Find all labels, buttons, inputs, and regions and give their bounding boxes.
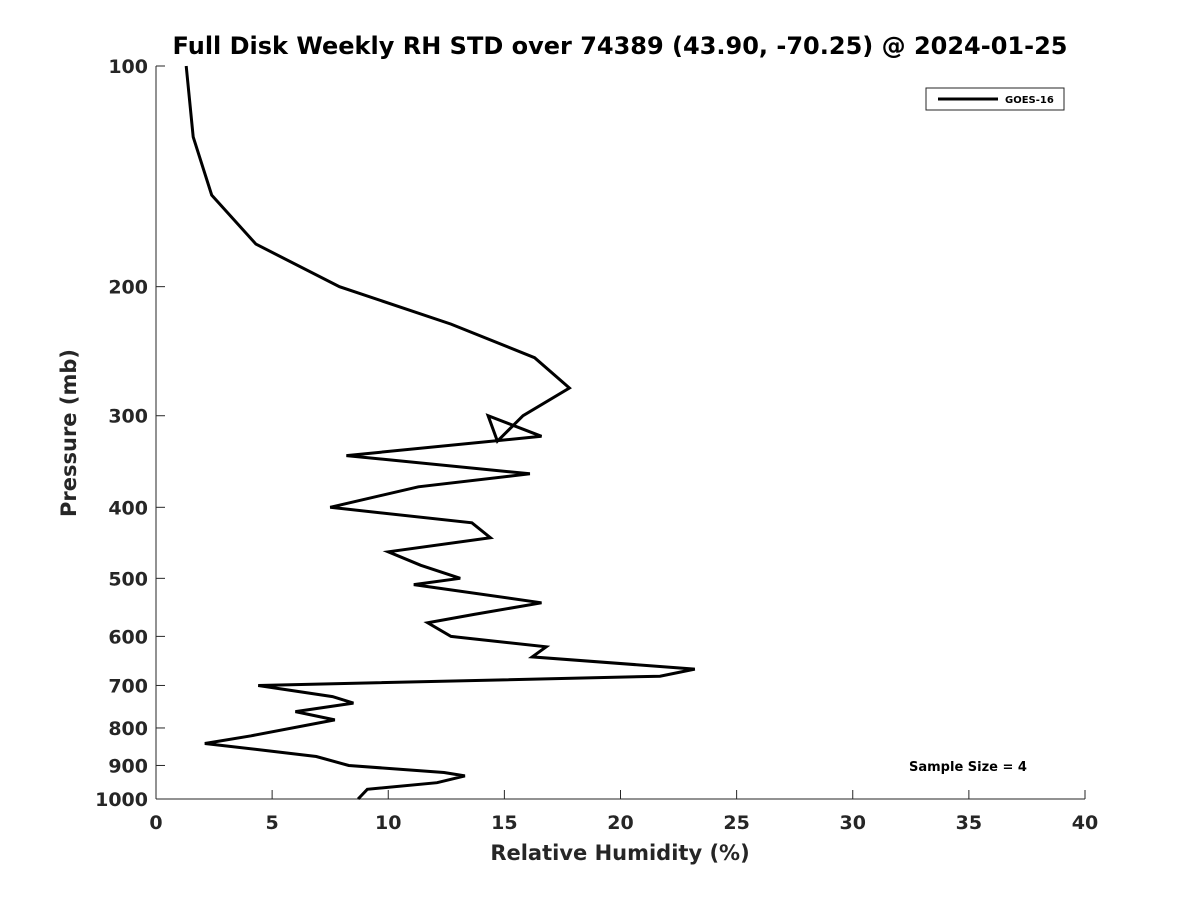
x-tick-label: 15 [491,812,517,834]
y-tick-label: 200 [108,277,148,299]
x-tick-label: 5 [266,812,279,834]
y-tick-label: 500 [108,568,148,590]
axes: 0 5 10 15 20 25 30 35 40 100 200 300 400 500 600 700 800… [95,56,1098,834]
x-axis-label: Relative Humidity (%) [490,841,749,865]
x-tick-label: 0 [149,812,162,834]
sample-size-annotation: Sample Size = 4 [909,760,1027,775]
y-tick-label: 700 [108,675,148,697]
y-tick-label: 100 [108,56,148,78]
chart-title: Full Disk Weekly RH STD over 74389 (43.9… [173,32,1068,60]
y-tick-label: 900 [108,755,148,777]
y-tick-label: 600 [108,626,148,648]
y-tick-label: 1000 [95,789,148,811]
y-axis-label: Pressure (mb) [57,349,81,517]
y-tick-label: 300 [108,406,148,428]
y-tick-label: 400 [108,497,148,519]
y-tick-label: 800 [108,718,148,740]
series-line-goes-16 [184,65,696,801]
series-lines [184,65,696,801]
x-tick-label: 40 [1072,812,1098,834]
x-tick-label: 30 [840,812,866,834]
legend-label-goes-16: GOES-16 [1005,95,1054,106]
x-tick-label: 10 [375,812,401,834]
x-tick-label: 35 [956,812,982,834]
x-tick-label: 20 [607,812,633,834]
x-tick-label: 25 [723,812,749,834]
legend: GOES-16 [925,87,1065,111]
